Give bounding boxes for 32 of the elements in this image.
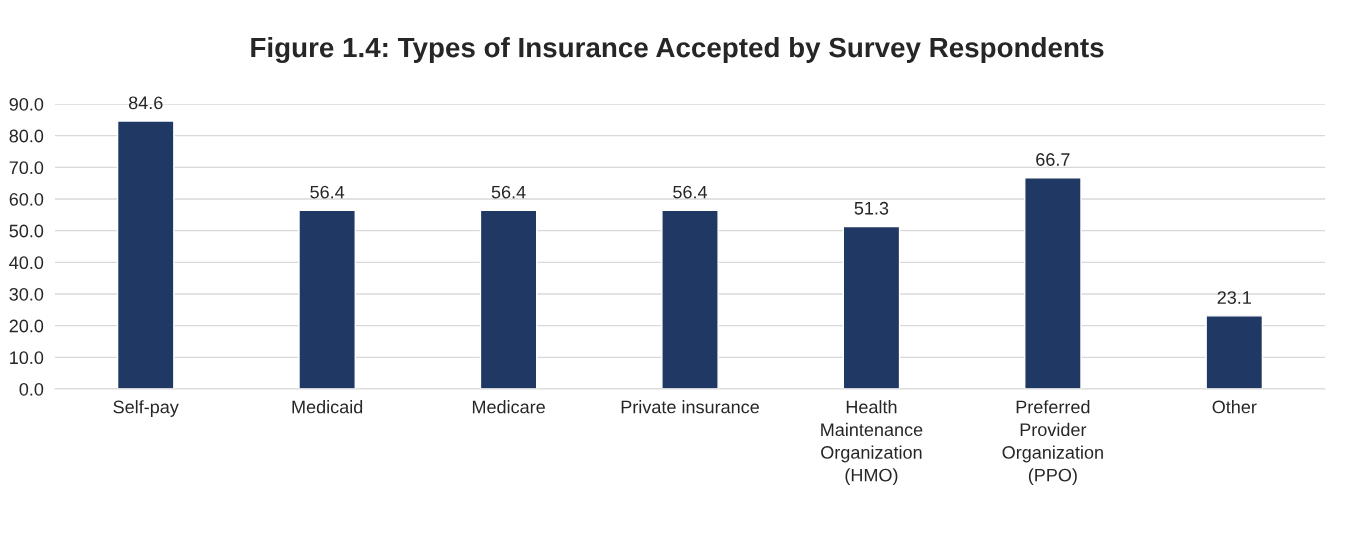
bar bbox=[842, 225, 901, 389]
y-tick-label: 30.0 bbox=[9, 287, 44, 301]
y-tick-label: 10.0 bbox=[10, 351, 44, 365]
data-label: 84.6 bbox=[128, 96, 163, 110]
data-label: 51.3 bbox=[854, 201, 889, 215]
x-tick-label: Medicare bbox=[472, 400, 545, 414]
bar bbox=[479, 209, 538, 389]
x-tick-label: Private insurance bbox=[621, 400, 759, 414]
bar bbox=[1024, 177, 1082, 389]
x-tick-label: Health Maintenance Organization (HMO) bbox=[821, 400, 923, 486]
x-tick-label: Self-pay bbox=[113, 400, 179, 417]
bar bbox=[298, 209, 356, 389]
data-label: 56.4 bbox=[310, 185, 345, 199]
chart-title: Figure 1.4: Types of Insurance Accepted by Survey Respondents bbox=[251, 36, 1104, 64]
y-tick-label: 60.0 bbox=[9, 192, 44, 206]
data-label: 56.4 bbox=[673, 185, 708, 199]
y-tick-label: 80.0 bbox=[9, 129, 44, 143]
y-tick-label: 20.0 bbox=[9, 319, 44, 333]
x-tick-label: Medicaid bbox=[292, 400, 363, 414]
y-tick-label: 40.0 bbox=[9, 256, 44, 270]
data-label: 66.7 bbox=[1036, 153, 1070, 166]
y-tick-label: 70.0 bbox=[9, 161, 44, 175]
data-label: 56.4 bbox=[491, 185, 526, 199]
y-tick-label: 0.0 bbox=[19, 382, 44, 396]
y-tick-label: 50.0 bbox=[9, 224, 44, 238]
bar bbox=[1205, 315, 1264, 389]
data-label: 23.1 bbox=[1217, 291, 1251, 304]
bar bbox=[116, 120, 175, 389]
x-tick-label: Preferred Provider Organization (PPO) bbox=[1002, 400, 1103, 486]
x-tick-label: Other bbox=[1212, 400, 1257, 414]
bar bbox=[661, 209, 719, 389]
y-tick-label: 90.0 bbox=[9, 97, 44, 111]
